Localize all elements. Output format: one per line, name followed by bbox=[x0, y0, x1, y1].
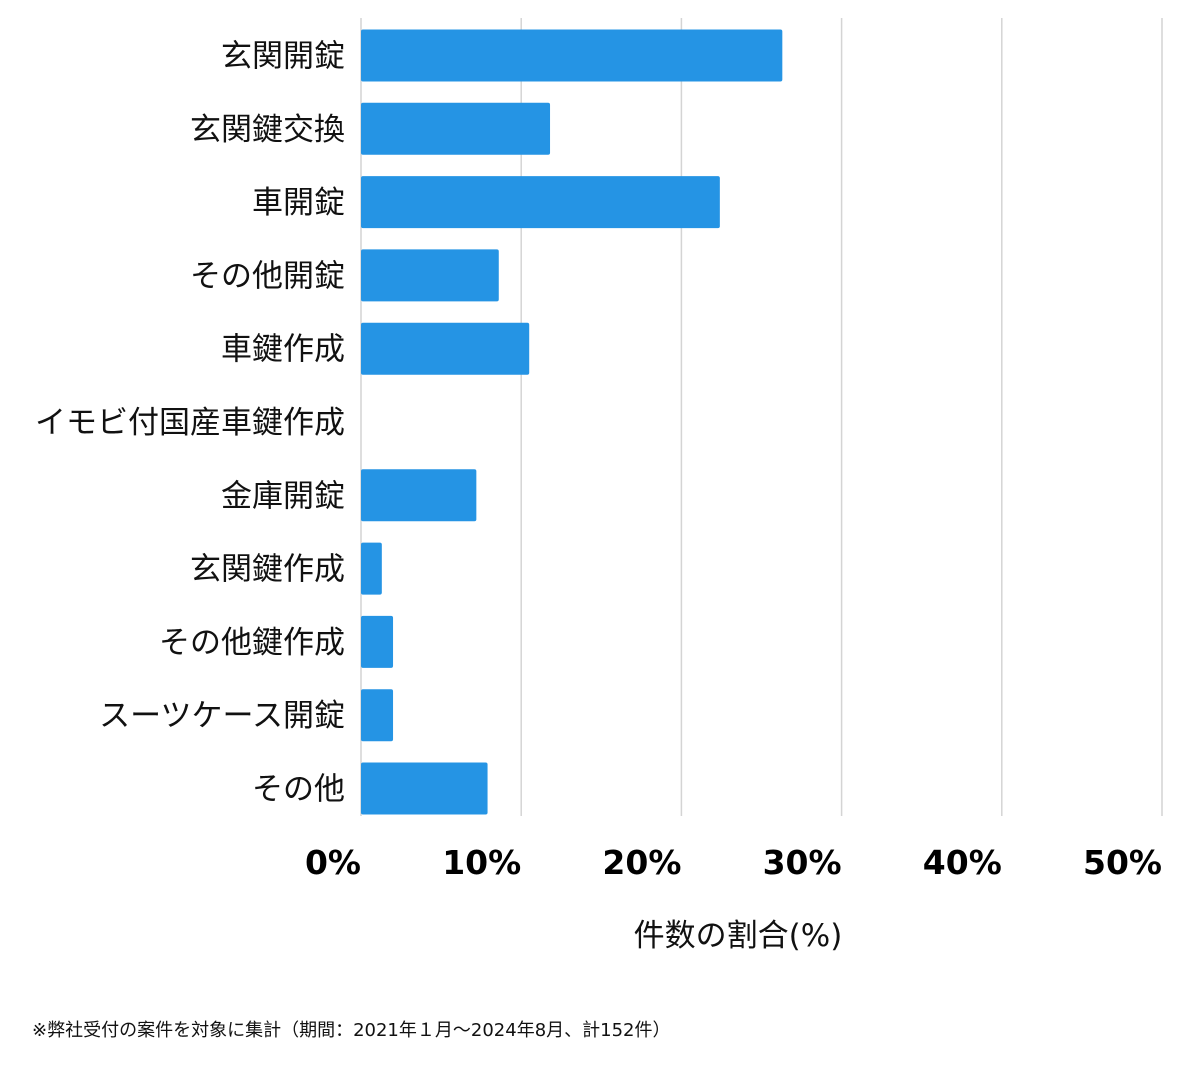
bar bbox=[361, 762, 488, 815]
bar bbox=[361, 469, 477, 522]
category-label: 玄関鍵作成 bbox=[190, 552, 345, 588]
category-label: 車開錠 bbox=[252, 185, 345, 221]
category-label: 玄関鍵交換 bbox=[190, 112, 345, 148]
x-tick-label: 40% bbox=[923, 843, 1002, 882]
category-label: スーツケース開錠 bbox=[99, 698, 345, 734]
x-tick-label: 10% bbox=[442, 843, 521, 882]
x-tick-label: 20% bbox=[602, 843, 681, 882]
bar bbox=[361, 29, 783, 82]
category-label: その他開錠 bbox=[190, 258, 345, 294]
bar bbox=[361, 102, 551, 155]
bar bbox=[361, 322, 530, 375]
footnote: ※弊社受付の案件を対象に集計（期間：2021年１月〜2024年8月、計152件） bbox=[32, 1020, 671, 1041]
x-tick-label: 30% bbox=[763, 843, 842, 882]
category-label: 玄関開錠 bbox=[221, 39, 345, 75]
bar bbox=[361, 176, 720, 229]
x-tick-labels: 0% 10% 20% 30% 40% 50% bbox=[305, 843, 1162, 882]
category-label: 車鍵作成 bbox=[221, 332, 345, 368]
bar bbox=[361, 689, 394, 742]
bars bbox=[361, 29, 783, 815]
category-labels: 玄関開錠玄関鍵交換車開錠その他開錠車鍵作成イモビ付国産車鍵作成金庫開錠玄関鍵作成… bbox=[35, 39, 345, 808]
category-label: その他鍵作成 bbox=[159, 625, 345, 661]
x-tick-label: 50% bbox=[1083, 843, 1162, 882]
bar bbox=[361, 615, 394, 668]
x-axis-title: 件数の割合(%) bbox=[634, 918, 843, 954]
category-label: 金庫開錠 bbox=[221, 478, 345, 514]
bar bbox=[361, 249, 499, 302]
x-tick-label: 0% bbox=[305, 843, 361, 882]
bar bbox=[361, 542, 382, 595]
category-label: その他 bbox=[252, 772, 345, 808]
category-label: イモビ付国産車鍵作成 bbox=[35, 405, 345, 441]
